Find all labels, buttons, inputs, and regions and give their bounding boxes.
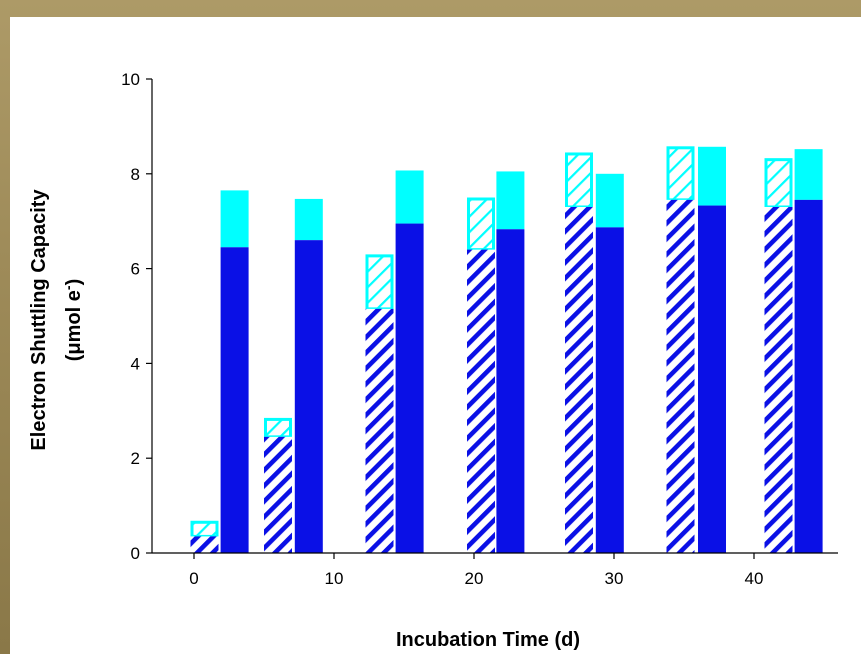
solid-bar-bottom-segment: [220, 247, 249, 553]
solid-bar-bottom-segment: [698, 205, 726, 554]
y-tick-label: 6: [131, 260, 140, 279]
x-tick-label: 30: [605, 569, 624, 588]
axes-layer: [151, 79, 838, 554]
hatched-bar-bottom-segment: [365, 308, 394, 553]
hatched-bar-top-segment: [666, 146, 695, 202]
y-tick-label: 2: [131, 449, 140, 468]
solid-bar-bottom-segment: [595, 227, 624, 553]
y-axis-title-line1: Electron Shuttling Capacity: [28, 189, 50, 451]
bars-layer: [190, 146, 823, 554]
solid-bar-top-segment: [395, 170, 424, 224]
solid-bar-bottom-segment: [294, 240, 323, 553]
x-tick-label: 20: [465, 569, 484, 588]
hatched-bar-bottom-segment: [565, 206, 593, 554]
x-tick-label: 0: [189, 569, 198, 588]
y-axis-unit-open: (: [63, 354, 85, 361]
y-tick-label: 0: [131, 544, 140, 563]
solid-bar-top-segment: [794, 149, 823, 200]
x-axis-title: Incubation Time (d): [396, 629, 580, 651]
hatched-bar-bottom-segment: [264, 436, 292, 553]
x-tick-label: 40: [745, 569, 764, 588]
y-tick-label: 10: [121, 70, 140, 89]
hatched-bar-bottom-segment: [190, 536, 219, 553]
ticks-layer: 0 2 4 6 8 10 0 10 20 30 40: [121, 70, 763, 588]
solid-bar-top-segment: [496, 171, 525, 230]
y-axis-unit-mol: mol e: [63, 290, 85, 342]
y-axis-unit-mu: μ: [63, 342, 85, 354]
hatched-bar-top-segment: [365, 254, 394, 311]
hatched-bar-bottom-segment: [467, 249, 495, 553]
hatched-bar-bottom-segment: [666, 199, 695, 553]
solid-bar-top-segment: [220, 190, 249, 248]
hatched-bar-top-segment: [190, 520, 219, 538]
hatched-bar-top-segment: [264, 417, 292, 439]
hatched-bar-top-segment: [764, 158, 793, 209]
hatched-bar-top-segment: [467, 197, 495, 252]
solid-bar-top-segment: [595, 173, 624, 228]
solid-bar-top-segment: [698, 146, 726, 206]
solid-bar-bottom-segment: [496, 229, 525, 553]
y-tick-label: 4: [131, 354, 140, 373]
hatched-bar-bottom-segment: [764, 206, 793, 554]
solid-bar-top-segment: [294, 198, 323, 241]
y-axis-unit-close: ): [63, 279, 85, 286]
x-tick-label: 10: [325, 569, 344, 588]
hatched-bar-top-segment: [565, 152, 593, 209]
y-axis-unit-sup: -: [60, 285, 76, 290]
solid-bar-bottom-segment: [395, 223, 424, 553]
y-axis-title-line2: (μmol e-): [60, 279, 85, 362]
solid-bar-bottom-segment: [794, 199, 823, 553]
y-tick-label: 8: [131, 165, 140, 184]
